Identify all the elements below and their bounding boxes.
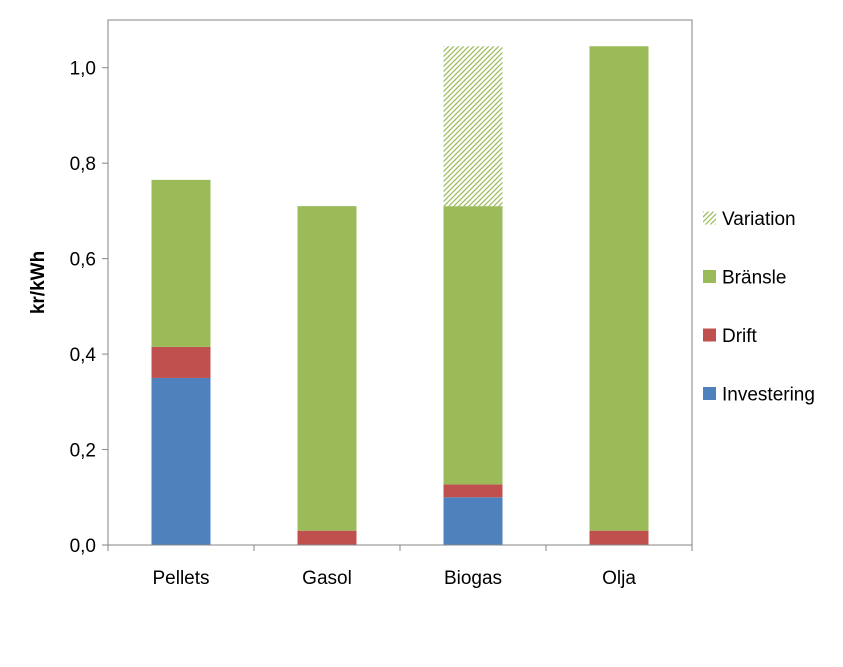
bar-pellets-br-nsle: [151, 179, 211, 347]
x-tick-label-pellets: Pellets: [152, 568, 209, 589]
legend-label-investering: Investering: [722, 385, 815, 406]
legend-swatch-investering: [703, 387, 716, 400]
y-tick-label: 0,6: [70, 250, 96, 271]
legend-swatch-drift: [703, 328, 716, 342]
bar-biogas-br-nsle: [443, 206, 503, 485]
y-axis-title: kr/kWh: [28, 251, 49, 314]
legend-label-variation: Variation: [722, 209, 796, 230]
bar-gasol-drift: [297, 530, 357, 545]
bar-biogas-drift: [443, 484, 503, 498]
y-tick-label: 0,8: [70, 154, 96, 175]
bar-biogas-investering: [443, 497, 503, 545]
y-tick-label: 0,0: [70, 536, 96, 557]
bar-olja-br-nsle: [589, 46, 649, 531]
y-tick-label: 1,0: [70, 59, 96, 80]
legend-label-drift: Drift: [722, 326, 758, 347]
y-tick-label: 0,4: [70, 345, 97, 366]
legend-swatch-variation: [703, 211, 716, 225]
x-tick-label-olja: Olja: [602, 568, 636, 589]
bar-biogas-variation: [443, 46, 503, 207]
x-tick-label-gasol: Gasol: [302, 568, 352, 589]
bar-pellets-drift: [151, 346, 211, 378]
x-tick-label-biogas: Biogas: [444, 568, 502, 589]
bar-pellets-investering: [151, 377, 211, 545]
bar-gasol-br-nsle: [297, 206, 357, 531]
bar-olja-drift: [589, 530, 649, 545]
legend-swatch-br-nsle: [703, 270, 716, 283]
legend-label-br-nsle: Bränsle: [722, 268, 786, 289]
y-tick-label: 0,2: [70, 441, 96, 462]
